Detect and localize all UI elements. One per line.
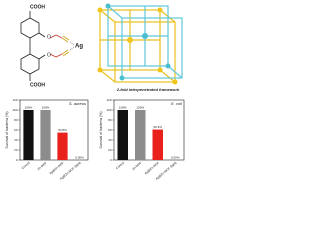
value-label: 100% xyxy=(42,105,50,109)
value-label: 100% xyxy=(25,105,33,109)
x-tick-label: Control xyxy=(115,161,125,170)
value-label: 100% xyxy=(136,105,144,109)
y-tick-label: 100 xyxy=(106,108,111,112)
oxygen-label: O xyxy=(47,34,51,40)
molecule xyxy=(20,11,75,81)
y-tick-label: 60 xyxy=(108,128,112,132)
y-tick-label: 100 xyxy=(12,108,17,112)
y-tick-label: 80 xyxy=(14,118,18,122)
framework xyxy=(99,5,183,83)
bar xyxy=(40,110,51,160)
x-tick-label: Ag@Zn-MOF xyxy=(48,161,64,176)
y-axis-label: Survival of bacteria (%) xyxy=(5,111,9,148)
chart-title: S. aureus xyxy=(69,101,86,106)
y-tick-label: 80 xyxy=(108,118,112,122)
y-axis-label: Survival of bacteria (%) xyxy=(99,111,103,148)
chart-title: E. coli xyxy=(171,101,182,106)
y-tick-label: 60 xyxy=(14,128,18,132)
bar xyxy=(57,132,68,160)
x-tick-label: Ag@Zn-MOF xyxy=(144,161,160,176)
y-tick-label: 20 xyxy=(108,148,112,152)
y-tick-label: 120 xyxy=(12,98,17,102)
silver-label: Ag xyxy=(75,44,83,50)
y-tick-label: 120 xyxy=(106,98,111,102)
cooh-label: COOH xyxy=(30,4,45,10)
bar xyxy=(135,110,146,160)
value-label: 60.9% xyxy=(153,125,162,129)
value-label: 0.00% xyxy=(171,155,180,159)
bar xyxy=(152,129,163,160)
value-label: 0.00% xyxy=(75,155,84,159)
x-tick-label: Control xyxy=(21,161,31,170)
bar xyxy=(117,110,128,160)
framework-nodes xyxy=(97,3,178,85)
y-tick-label: 40 xyxy=(108,138,112,142)
oxygen-label: O xyxy=(47,52,51,58)
value-label: 100% xyxy=(119,105,127,109)
x-tick-label: Zn-MOF xyxy=(131,161,142,171)
figure: COOH COOH O O Ag 2-fold interpenetrated … xyxy=(5,3,185,181)
x-tick-label: Zn-MOF xyxy=(37,161,48,171)
y-tick-label: 0 xyxy=(110,158,112,162)
value-label: 54.8% xyxy=(58,128,67,132)
bar xyxy=(23,110,34,160)
framework-label: 2-fold interpenetrated framework xyxy=(116,87,180,92)
cooh-label: COOH xyxy=(30,82,45,88)
y-tick-label: 40 xyxy=(14,138,18,142)
y-tick-label: 0 xyxy=(16,158,18,162)
y-tick-label: 20 xyxy=(14,148,18,152)
